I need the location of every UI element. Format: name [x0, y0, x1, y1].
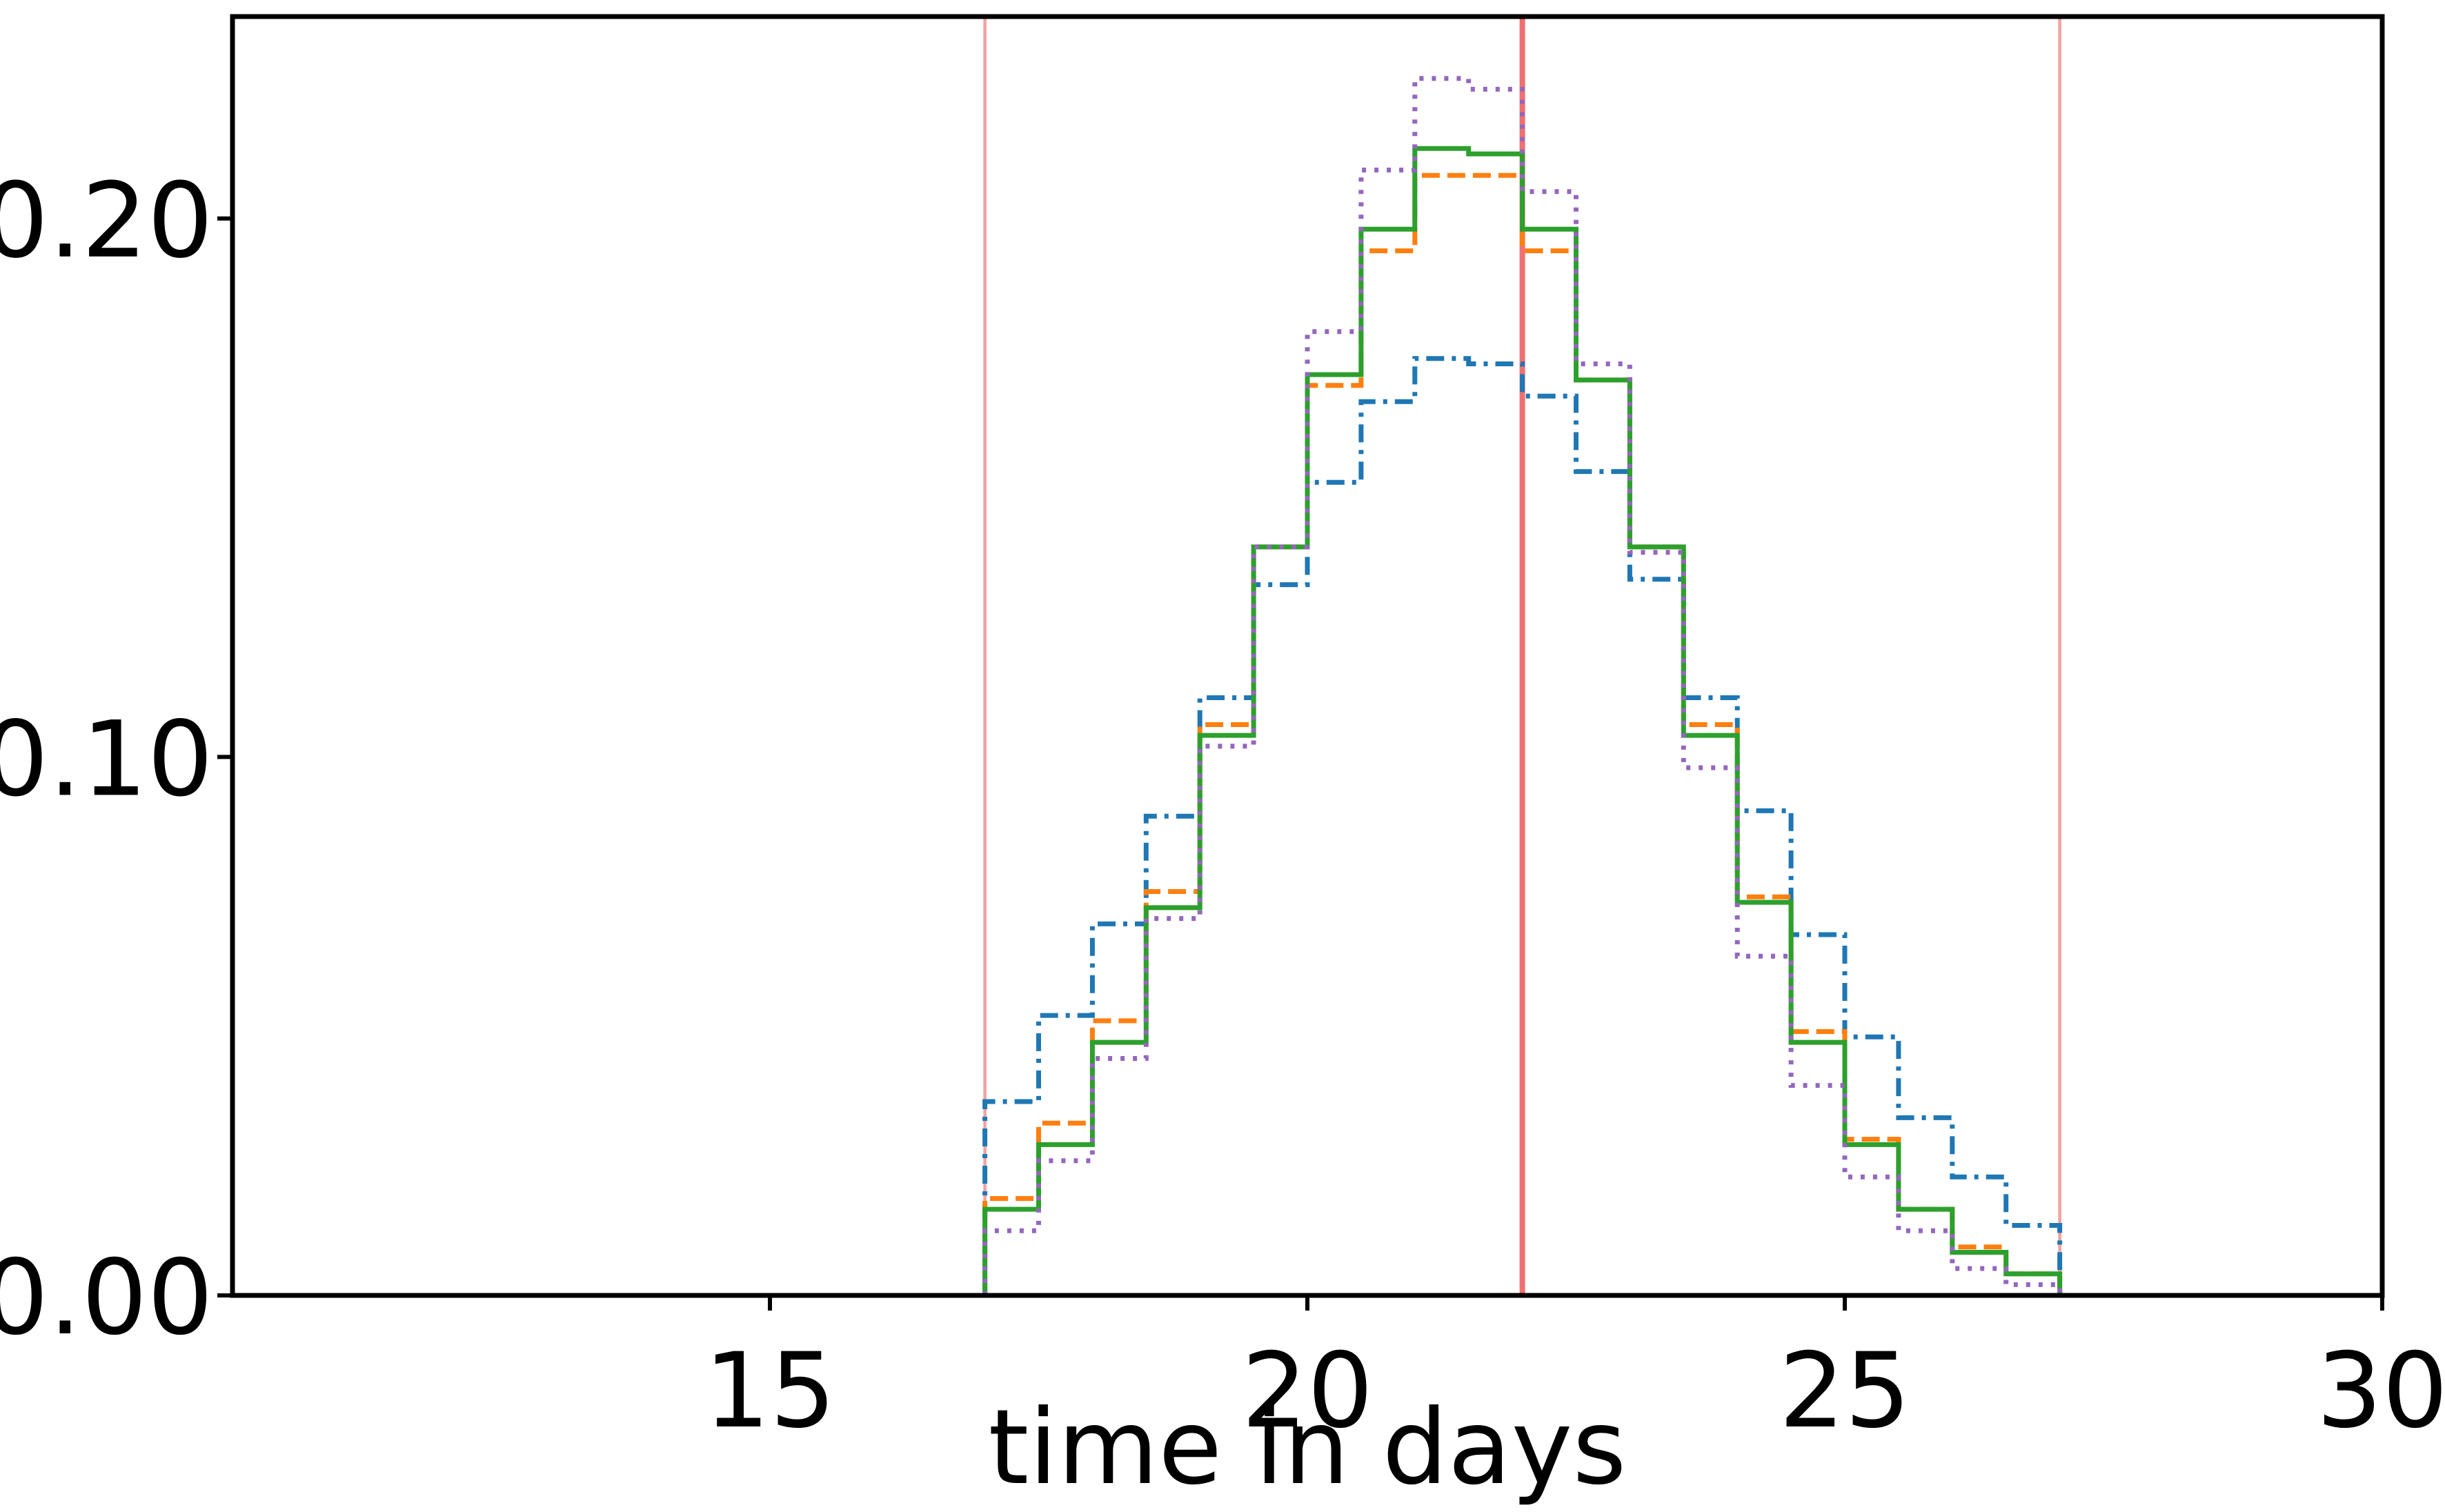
y-tick-label: 0.20 — [0, 161, 213, 281]
series-layer — [982, 76, 2063, 1295]
x-tick-label: 20 — [1242, 1331, 1374, 1451]
x-tick-label: 30 — [2317, 1331, 2445, 1451]
series-solid-step-line — [982, 146, 2063, 1295]
x-tick-label: 25 — [1779, 1331, 1911, 1451]
x-tick-label: 15 — [704, 1331, 836, 1451]
y-tick-label: 0.00 — [0, 1238, 213, 1358]
y-tick-label: 0.10 — [0, 699, 213, 819]
x-axis-label: time in days — [988, 1388, 1626, 1508]
series-dashdot-step-line — [982, 356, 2063, 1295]
y-axis-ticks: 0.00 0.10 0.20 — [0, 161, 232, 1358]
x-axis-ticks: 15 20 25 30 — [704, 1295, 2445, 1451]
series-dotted-step-line — [982, 76, 2063, 1295]
